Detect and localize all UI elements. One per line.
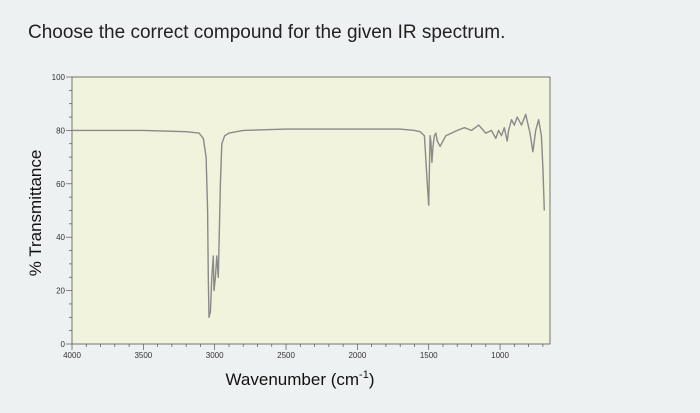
y-tick-label: 20 — [56, 287, 65, 296]
x-tick-label: 1000 — [491, 351, 509, 360]
plot-area — [71, 76, 551, 345]
x-axis-label: Wavenumber (cm-1) — [226, 369, 375, 389]
x-tick-label: 2500 — [277, 351, 295, 360]
x-tick-label: 4000 — [63, 351, 81, 360]
x-tick-label: 2000 — [348, 351, 366, 360]
x-tick-label: 3000 — [206, 351, 224, 360]
question-text: Choose the correct compound for the give… — [28, 22, 506, 43]
x-axis-ticks: 4000 3500 3000 2500 2000 1500 1000 — [63, 344, 544, 360]
y-tick-label: 0 — [61, 340, 66, 349]
y-tick-label: 80 — [56, 126, 65, 135]
y-tick-label: 60 — [56, 180, 65, 189]
y-tick-label: 40 — [56, 233, 65, 242]
spectrum-line — [72, 113, 545, 318]
x-tick-label: 3500 — [134, 351, 152, 360]
y-axis-label: % Transmittance — [26, 150, 45, 277]
y-tick-label: 100 — [52, 73, 66, 82]
y-axis-ticks: 0 20 40 60 80 100 — [52, 73, 72, 349]
x-tick-label: 1500 — [420, 351, 438, 360]
